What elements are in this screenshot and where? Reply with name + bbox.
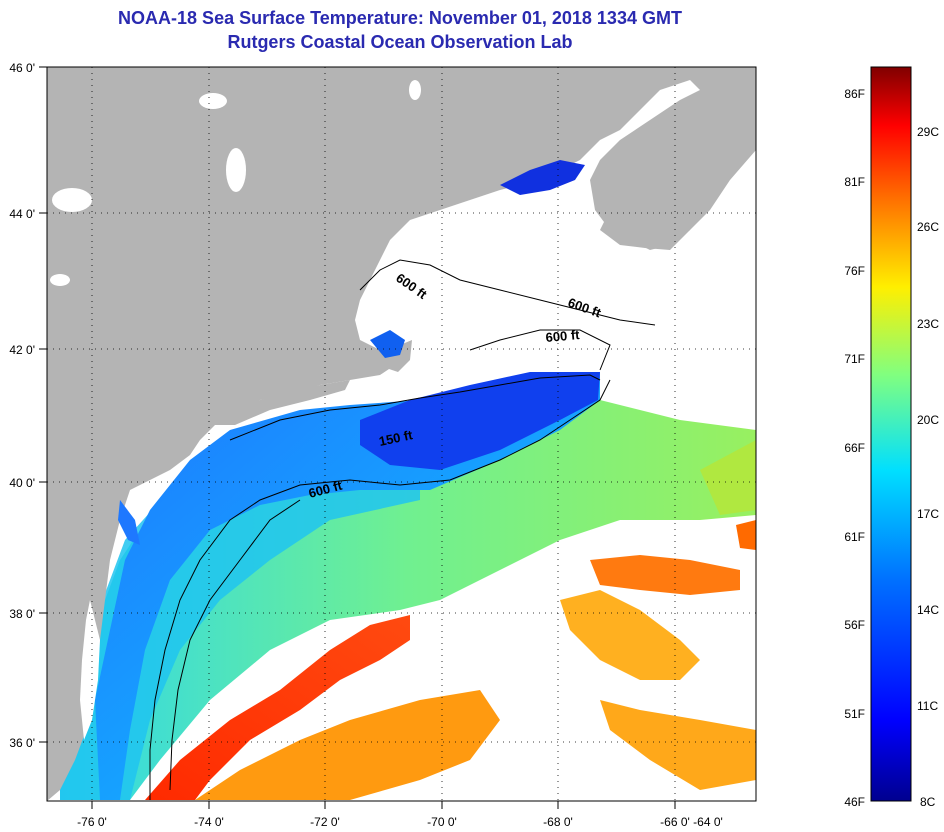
colorbar-c-label: 20C <box>917 413 939 427</box>
warm-patch-east <box>560 590 700 680</box>
latitude-labels: 46 0' 44 0' 42 0' 40 0' 38 0' 36 0' <box>9 61 35 750</box>
colorbar-f-label: 66F <box>844 441 865 455</box>
mass-bay-water <box>370 330 405 358</box>
colorbar-c-label: 17C <box>917 507 939 521</box>
contour-600ft-nec <box>469 329 611 371</box>
lon-tick-label: -76 0' <box>77 815 107 829</box>
lat-tick-label: 46 0' <box>9 61 35 75</box>
lon-tick-label: -74 0' <box>194 815 224 829</box>
colorbar-c-label: 23C <box>917 317 939 331</box>
lake <box>52 188 92 212</box>
frame-ticks <box>39 66 676 809</box>
gulf-stream <box>145 615 410 800</box>
map-title: NOAA-18 Sea Surface Temperature: Novembe… <box>118 8 682 28</box>
contour-150ft <box>229 374 601 441</box>
colorbar-f-label: 46F <box>844 795 865 809</box>
land-north-america <box>47 67 756 801</box>
lat-tick-label: 44 0' <box>9 207 35 221</box>
lake <box>199 93 227 109</box>
colorbar-celsius-labels: 29C 26C 23C 20C 17C 14C 11C 8C <box>917 125 939 809</box>
lon-tick-label: -70 0' <box>427 815 457 829</box>
longitude-labels: -76 0' -74 0' -72 0' -70 0' -68 0' -66 0… <box>77 815 723 829</box>
colorbar: 86F 81F 76F 71F 66F 61F 56F 51F 46F 29C … <box>844 66 939 809</box>
colorbar-f-label: 56F <box>844 618 865 632</box>
lat-tick-label: 42 0' <box>9 343 35 357</box>
contour-label: 600 ft <box>545 327 581 345</box>
colorbar-gradient <box>870 66 912 802</box>
lon-tick-label: -68 0' <box>543 815 573 829</box>
lat-tick-label: 38 0' <box>9 607 35 621</box>
delaware-bay <box>118 500 140 545</box>
colorbar-c-label: 29C <box>917 125 939 139</box>
warm-patch-edge <box>736 520 756 550</box>
lake <box>50 274 70 286</box>
bathymetry-contours <box>149 259 656 800</box>
colorbar-f-label: 86F <box>844 87 865 101</box>
map-frame <box>46 66 757 802</box>
map-area: 600 ft 600 ft 600 ft 150 ft 600 ft <box>47 67 756 801</box>
land-nova-scotia <box>600 100 756 250</box>
colorbar-c-label: 8C <box>920 795 936 809</box>
colorbar-c-label: 11C <box>917 699 938 713</box>
colorbar-c-label: 14C <box>917 603 939 617</box>
colorbar-f-label: 51F <box>844 707 865 721</box>
warm-patch-ne <box>590 555 740 595</box>
lat-lon-grid <box>47 67 756 801</box>
chesapeake-bay <box>80 600 100 740</box>
colorbar-f-label: 81F <box>844 175 865 189</box>
shelf-water <box>95 372 600 800</box>
contour-outer <box>169 499 301 791</box>
lat-tick-label: 40 0' <box>9 476 35 490</box>
bay-of-fundy-water <box>500 160 585 195</box>
warm-water-south <box>195 690 500 800</box>
map-subtitle: Rutgers Coastal Ocean Observation Lab <box>227 32 573 52</box>
lat-tick-label: 36 0' <box>9 736 35 750</box>
colorbar-f-label: 71F <box>844 352 865 366</box>
colorbar-f-label: 76F <box>844 264 865 278</box>
contour-label: 150 ft <box>378 427 415 449</box>
contour-600ft-gom <box>359 259 656 326</box>
land-long-island <box>205 380 350 425</box>
colorbar-c-label: 26C <box>917 220 939 234</box>
lon-tick-label: -72 0' <box>310 815 340 829</box>
contour-600ft <box>149 379 611 800</box>
georges-bank-water <box>360 372 600 470</box>
lake <box>226 148 246 192</box>
warm-patch-se <box>600 700 756 790</box>
colorbar-f-label: 61F <box>844 530 865 544</box>
green-patch <box>700 440 756 515</box>
lon-tick-label: -64 0' <box>693 815 723 829</box>
lon-tick-label: -66 0' <box>660 815 690 829</box>
lake <box>409 80 421 100</box>
colorbar-fahrenheit-labels: 86F 81F 76F 71F 66F 61F 56F 51F 46F <box>844 87 865 809</box>
